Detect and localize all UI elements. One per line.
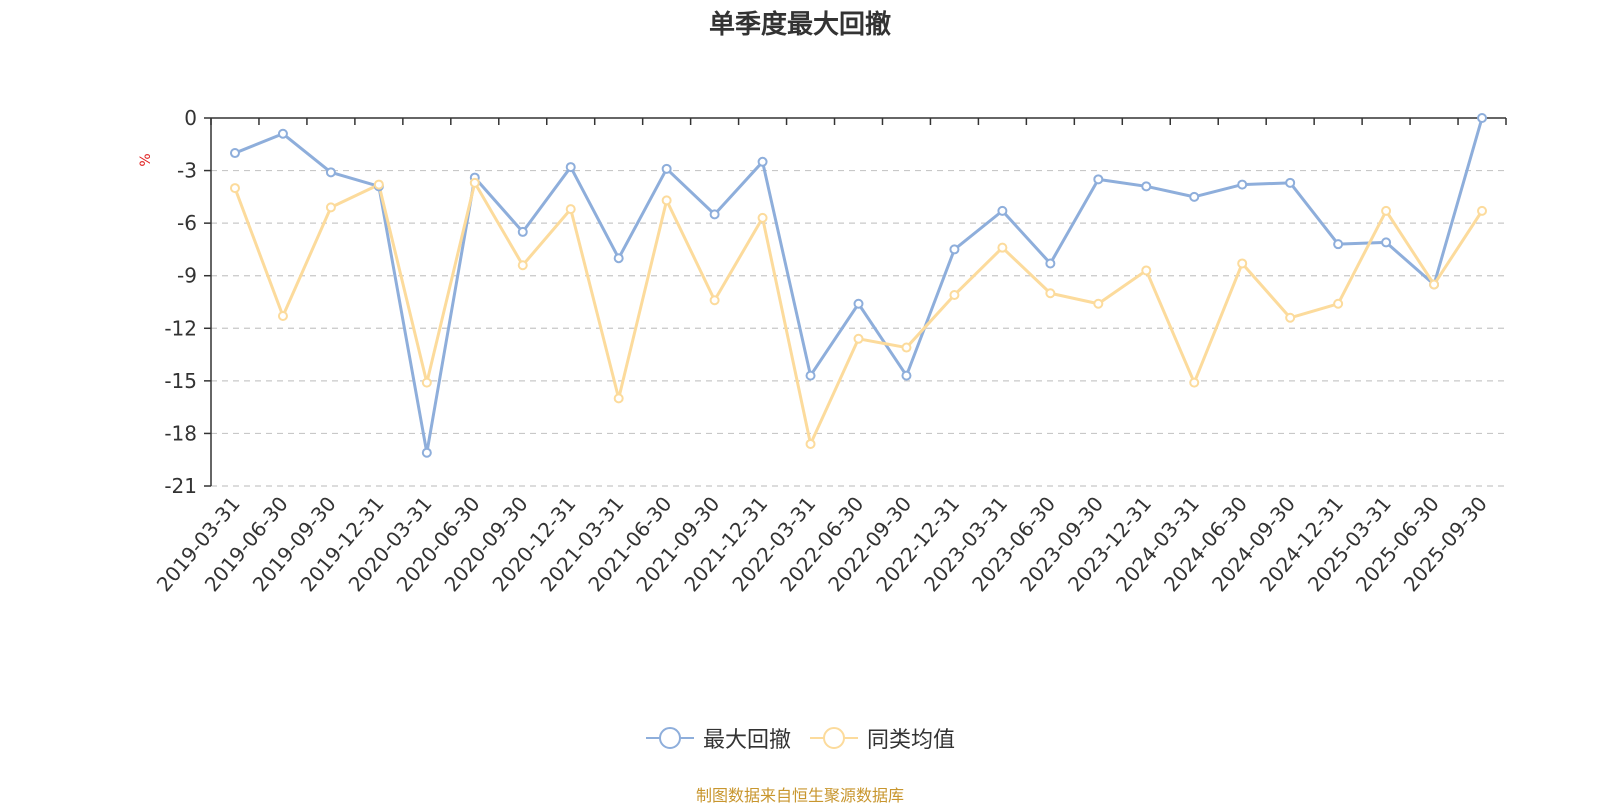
data-point[interactable] bbox=[709, 295, 720, 306]
data-point[interactable] bbox=[901, 370, 912, 381]
data-point[interactable] bbox=[517, 260, 528, 271]
series-line bbox=[233, 181, 1484, 446]
data-point[interactable] bbox=[1333, 239, 1344, 250]
data-point[interactable] bbox=[1189, 191, 1200, 202]
data-point[interactable] bbox=[1093, 174, 1104, 185]
legend: 最大回撤 同类均值 bbox=[0, 722, 1600, 754]
chart-title: 单季度最大回撤 bbox=[708, 10, 891, 40]
data-point[interactable] bbox=[325, 202, 336, 213]
data-point[interactable] bbox=[373, 179, 384, 190]
y-tick-label: -6 bbox=[177, 211, 197, 235]
grid-lines bbox=[211, 169, 1506, 487]
data-point[interactable] bbox=[757, 156, 768, 167]
data-point[interactable] bbox=[1237, 179, 1248, 190]
y-tick-label: -12 bbox=[164, 316, 197, 340]
data-point[interactable] bbox=[277, 128, 288, 139]
y-axis-label: % bbox=[138, 153, 154, 166]
data-point[interactable] bbox=[661, 163, 672, 174]
data-point[interactable] bbox=[1285, 312, 1296, 323]
data-point[interactable] bbox=[1189, 377, 1200, 388]
data-point[interactable] bbox=[1477, 205, 1488, 216]
data-point[interactable] bbox=[853, 333, 864, 344]
data-point[interactable] bbox=[949, 289, 960, 300]
y-tick-label: -9 bbox=[177, 264, 197, 288]
data-point[interactable] bbox=[1141, 265, 1152, 276]
data-point[interactable] bbox=[565, 204, 576, 215]
data-point[interactable] bbox=[277, 311, 288, 322]
legend-swatch-icon bbox=[645, 727, 694, 749]
y-tick-label: -18 bbox=[164, 421, 197, 445]
data-point[interactable] bbox=[229, 148, 240, 159]
data-point[interactable] bbox=[757, 212, 768, 223]
legend-label: 最大回撤 bbox=[702, 728, 791, 753]
data-point[interactable] bbox=[805, 438, 816, 449]
data-point[interactable] bbox=[709, 209, 720, 220]
data-point[interactable] bbox=[1285, 177, 1296, 188]
legend-item[interactable]: 最大回撤 bbox=[645, 722, 791, 754]
data-point[interactable] bbox=[613, 393, 624, 404]
legend-swatch-icon bbox=[810, 727, 858, 749]
data-point[interactable] bbox=[613, 253, 624, 264]
series-lines bbox=[229, 113, 1488, 458]
data-point[interactable] bbox=[325, 167, 336, 178]
data-point[interactable] bbox=[1381, 205, 1392, 216]
legend-item[interactable]: 同类均值 bbox=[809, 722, 955, 754]
data-point[interactable] bbox=[1237, 258, 1248, 269]
data-point[interactable] bbox=[1333, 298, 1344, 309]
data-point[interactable] bbox=[805, 370, 816, 381]
data-point[interactable] bbox=[565, 162, 576, 173]
data-point[interactable] bbox=[421, 377, 432, 388]
y-tick-label: 0 bbox=[184, 106, 197, 130]
source-note: 制图数据来自恒生聚源数据库 bbox=[695, 786, 904, 805]
legend-label: 同类均值 bbox=[867, 728, 956, 753]
y-tick-label: -21 bbox=[164, 474, 197, 498]
data-point[interactable] bbox=[1045, 258, 1056, 269]
data-point[interactable] bbox=[421, 447, 432, 458]
series-line bbox=[234, 117, 1484, 455]
data-point[interactable] bbox=[1429, 279, 1440, 290]
data-point[interactable] bbox=[997, 205, 1008, 216]
data-point[interactable] bbox=[1477, 113, 1488, 123]
data-point[interactable] bbox=[661, 195, 672, 206]
data-point[interactable] bbox=[469, 177, 480, 188]
y-tick-label: -15 bbox=[164, 369, 197, 393]
data-point[interactable] bbox=[1093, 298, 1104, 309]
data-point[interactable] bbox=[229, 183, 240, 194]
data-point[interactable] bbox=[1045, 288, 1056, 299]
data-point[interactable] bbox=[997, 242, 1008, 253]
y-tick-label: -3 bbox=[177, 159, 197, 183]
data-point[interactable] bbox=[949, 244, 960, 255]
data-point[interactable] bbox=[853, 298, 864, 309]
data-point[interactable] bbox=[1381, 237, 1392, 248]
data-point[interactable] bbox=[901, 342, 912, 353]
data-point[interactable] bbox=[517, 226, 528, 237]
data-point[interactable] bbox=[1141, 181, 1152, 192]
